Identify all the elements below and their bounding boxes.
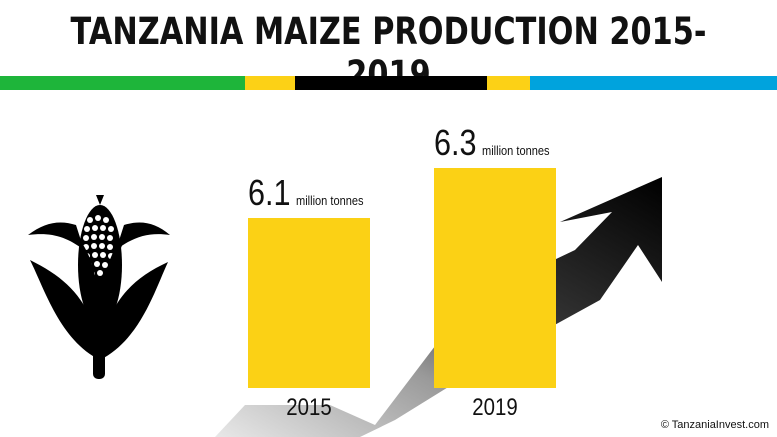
value-number: 6.3 [434,122,477,163]
value-unit: million tonnes [296,193,364,208]
flag-stripe-green [0,76,245,90]
flag-stripe-yellow-left [245,76,295,90]
value-number: 6.1 [248,172,291,213]
value-label-2019: 6.3 million tonnes [434,122,562,164]
category-label-2019: 2019 [472,394,518,421]
value-label-2015: 6.1 million tonnes [248,172,376,214]
value-unit: million tonnes [482,143,550,158]
flag-stripe-yellow-right [487,76,530,90]
flag-stripe [0,76,777,90]
flag-stripe-blue [530,76,777,90]
flag-stripe-black [295,76,487,90]
bar-2015 [248,218,370,388]
bar-2019 [434,168,556,388]
credit-text: © TanzaniaInvest.com [660,419,769,431]
category-label-2015: 2015 [286,394,332,421]
page-title: TANZANIA MAIZE PRODUCTION 2015-2019 [70,10,707,96]
